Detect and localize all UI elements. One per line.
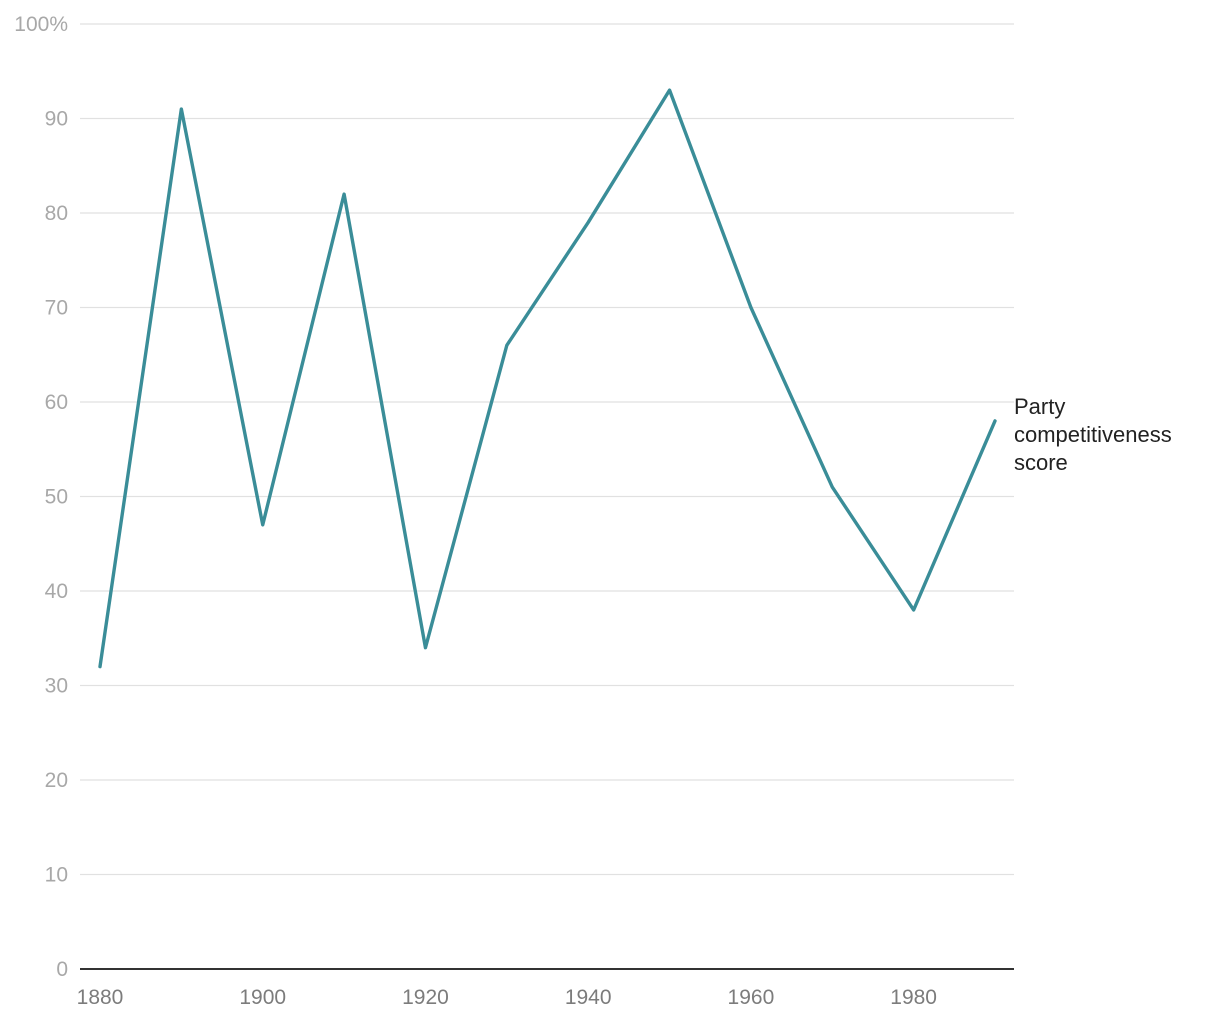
y-tick-label: 0 <box>56 958 68 981</box>
x-tick-label: 1920 <box>402 986 449 1009</box>
y-tick-label: 50 <box>45 486 68 509</box>
series-label-line: score <box>1014 450 1068 475</box>
y-tick-label: 20 <box>45 769 68 792</box>
series-label-line: Party <box>1014 394 1065 419</box>
series-labels: Party competitiveness score <box>1014 394 1172 475</box>
series-line <box>98 88 997 669</box>
x-tick-label: 1940 <box>565 986 612 1009</box>
y-tick-label: 100% <box>14 13 68 36</box>
y-tick-label: 90 <box>45 108 68 131</box>
y-tick-label: 60 <box>45 391 68 414</box>
series-label-line: competitiveness <box>1014 422 1172 447</box>
series-layer <box>98 88 997 669</box>
y-tick-label: 30 <box>45 675 68 698</box>
y-tick-label: 10 <box>45 864 68 887</box>
x-tick-label: 1900 <box>239 986 286 1009</box>
x-tick-label: 1980 <box>890 986 937 1009</box>
y-tick-label: 80 <box>45 202 68 225</box>
gridlines <box>80 23 1014 876</box>
x-tick-label: 1960 <box>728 986 775 1009</box>
y-axis-ticks: 0 10 20 30 40 50 60 70 80 90 100% <box>14 13 68 981</box>
y-tick-label: 70 <box>45 297 68 320</box>
y-tick-label: 40 <box>45 580 68 603</box>
x-axis-ticks: 1880 1900 1920 1940 1960 1980 <box>77 986 937 1009</box>
x-tick-label: 1880 <box>77 986 124 1009</box>
series-label: Party competitiveness score <box>1014 394 1172 475</box>
